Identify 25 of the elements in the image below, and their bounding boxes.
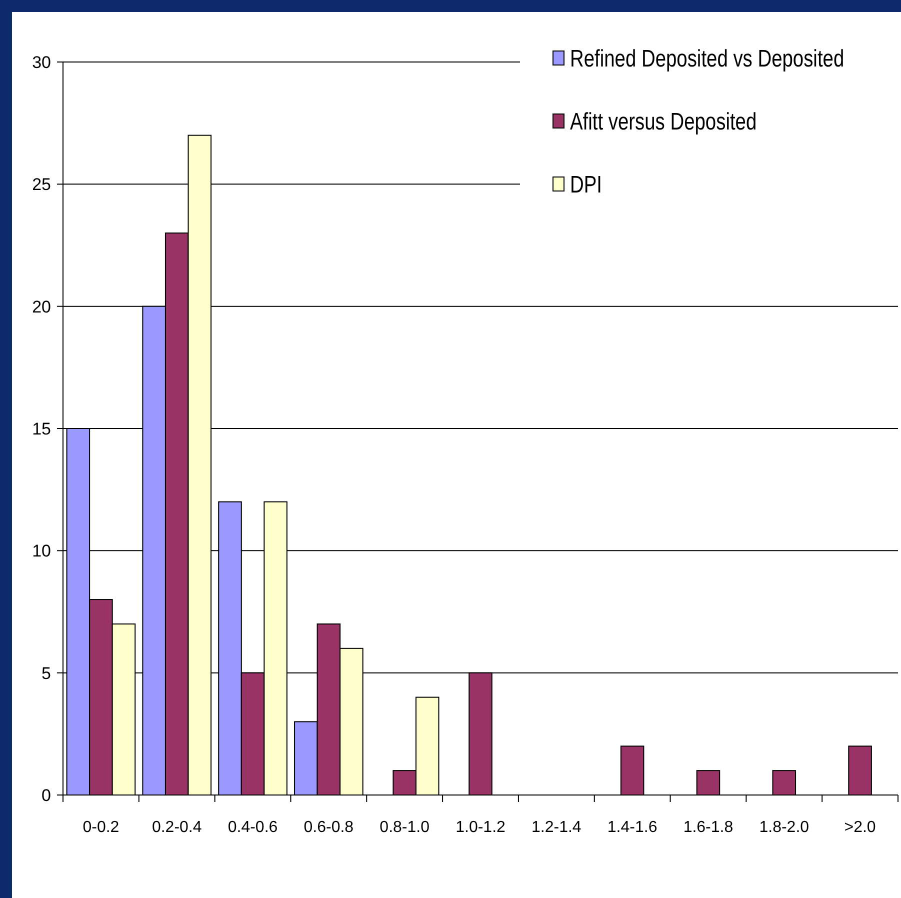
x-tick-label: 0.2-0.4 [152,819,202,836]
x-tick-label: 0.6-0.8 [304,819,354,836]
x-tick-label: 1.4-1.6 [607,819,658,836]
x-tick-label: 1.0-1.2 [456,819,506,836]
y-tick-label: 25 [32,175,51,194]
bar [696,770,720,796]
y-tick-label: 15 [32,419,51,438]
y-tick-label: 10 [32,542,51,561]
bar [848,746,872,796]
bar [772,770,796,796]
x-tick-label: >2.0 [844,819,876,836]
x-tick-label: 1.6-1.8 [683,819,734,836]
x-tick-label: 1.8-2.0 [759,819,810,836]
x-tick-label: 0.8-1.0 [380,819,430,836]
legend-label: DPI [570,170,602,198]
y-tick-label: 0 [42,786,51,805]
x-tick-label: 0.4-0.6 [228,819,278,836]
x-tick-label: 0-0.2 [82,819,120,836]
y-tick-label: 30 [32,52,51,72]
y-tick-label: 20 [32,297,51,316]
legend-label: Refined Deposited vs Deposited [570,44,844,72]
legend-label: Afitt versus Deposited [570,107,757,135]
x-tick-label: 1.2-1.4 [532,819,582,836]
y-tick-label: 5 [42,664,51,683]
bar [620,746,644,796]
